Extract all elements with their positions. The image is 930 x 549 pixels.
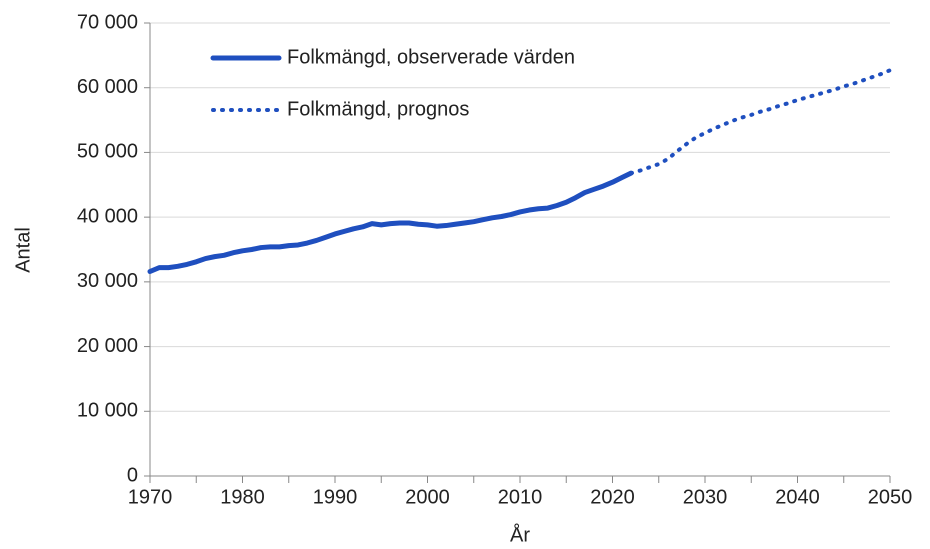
- y-tick-label: 70 000: [77, 11, 138, 33]
- y-axis-label: Antal: [12, 227, 34, 273]
- x-tick-label: 2010: [498, 486, 543, 508]
- x-tick-label: 1990: [313, 486, 358, 508]
- x-tick-label: 2040: [775, 486, 820, 508]
- series-line: [147, 170, 634, 275]
- y-tick-label: 50 000: [77, 141, 138, 163]
- y-tick-label: 30 000: [77, 270, 138, 292]
- x-tick-label: 2030: [683, 486, 728, 508]
- y-tick-label: 10 000: [77, 400, 138, 422]
- y-tick-label: 20 000: [77, 335, 138, 357]
- x-tick-label: 2020: [590, 486, 635, 508]
- x-tick-label: 2000: [405, 486, 450, 508]
- x-tick-label: 1970: [128, 486, 173, 508]
- x-tick-label: 2050: [868, 486, 913, 508]
- x-axis-label: År: [510, 523, 530, 546]
- legend-label: Folkmängd, observerade värden: [287, 46, 575, 68]
- legend-label: Folkmängd, prognos: [287, 98, 469, 120]
- series-line: [629, 68, 892, 176]
- y-tick-label: 40 000: [77, 205, 138, 227]
- y-tick-label: 60 000: [77, 76, 138, 98]
- y-tick-label: 0: [127, 464, 138, 486]
- x-tick-label: 1980: [220, 486, 265, 508]
